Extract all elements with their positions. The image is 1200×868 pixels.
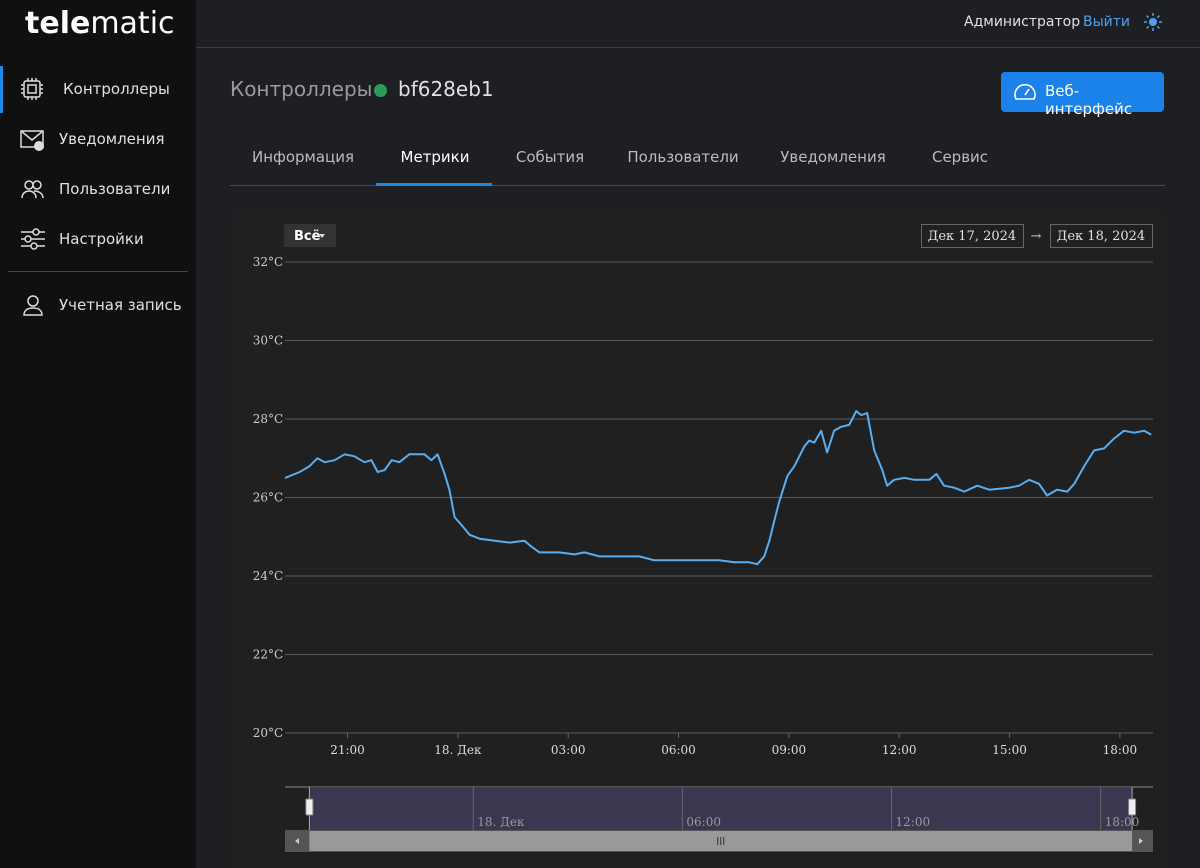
date-arrow: → — [1031, 229, 1042, 244]
y-tick-label: 32°C — [253, 255, 283, 269]
nav-item[interactable]: Учетная запись — [59, 295, 182, 315]
nav-item[interactable]: Настройки — [59, 229, 144, 249]
user-name[interactable]: Администратор — [964, 14, 1080, 30]
icon-gauge — [1013, 81, 1037, 103]
temperature-line — [285, 411, 1151, 564]
range-button-label: Всё — [294, 229, 321, 244]
x-tick-label: 12:00 — [882, 743, 917, 757]
x-tick-label: 21:00 — [330, 743, 365, 757]
nav-item[interactable]: Уведомления — [59, 129, 164, 149]
web-interface-button[interactable]: Веб-интерфейс — [1001, 72, 1164, 112]
logo-light: matic — [90, 6, 174, 41]
icon-settings — [20, 227, 46, 251]
button-label: Веб-интерфейс — [1045, 82, 1164, 118]
y-tick-label: 24°C — [253, 569, 283, 583]
sidebar: telematic Контроллеры Уведомления Пользо… — [0, 0, 196, 868]
x-tick-label: 18. Дек — [434, 743, 482, 757]
header-border — [196, 47, 1200, 48]
navigator-label: 06:00 — [686, 815, 721, 829]
divider — [8, 271, 188, 272]
icon-account — [21, 293, 45, 317]
y-tick-label: 30°C — [253, 334, 283, 348]
tabs-border — [230, 185, 1165, 186]
tab[interactable]: Сервис — [932, 148, 988, 166]
x-tick-label: 06:00 — [661, 743, 696, 757]
icon-users — [20, 177, 46, 201]
breadcrumb[interactable]: Контроллеры — [230, 77, 372, 101]
tab[interactable]: Уведомления — [780, 148, 885, 166]
y-tick-label: 28°C — [253, 412, 283, 426]
tab[interactable]: Информация — [252, 148, 354, 166]
logo[interactable]: telematic — [25, 6, 175, 41]
nav-item[interactable]: Контроллеры — [63, 79, 170, 99]
icon-controller — [20, 77, 44, 101]
theme-toggle[interactable] — [1143, 12, 1163, 32]
x-tick-label: 09:00 — [772, 743, 807, 757]
status-dot — [374, 84, 387, 97]
navigator-label: 12:00 — [896, 815, 931, 829]
date-from: Дек 17, 2024 — [928, 229, 1016, 244]
logout-link[interactable]: Выйти — [1083, 14, 1130, 30]
tab-underline — [376, 183, 492, 186]
icon-mail — [20, 128, 46, 152]
tab-active[interactable]: Метрики — [401, 148, 470, 166]
navigator-label: 18. Дек — [477, 815, 525, 829]
x-tick-label: 03:00 — [551, 743, 586, 757]
tab[interactable]: Пользователи — [627, 148, 738, 166]
device-id: bf628eb1 — [398, 77, 494, 101]
navigator-label: 18:00 — [1105, 815, 1140, 829]
nav-item[interactable]: Пользователи — [59, 179, 170, 199]
active-indicator — [0, 66, 3, 113]
y-tick-label: 26°C — [253, 491, 283, 505]
x-tick-label: 18:00 — [1103, 743, 1138, 757]
chart: Всё Дек 17, 2024 → Дек 18, 2024 20°C 22°C… — [230, 213, 1165, 868]
logo-bold: tele — [25, 6, 90, 41]
tab[interactable]: События — [516, 148, 584, 166]
y-tick-label: 22°C — [253, 648, 283, 662]
y-tick-label: 20°C — [253, 726, 283, 740]
navigator-handle[interactable] — [306, 799, 313, 815]
date-to: Дек 18, 2024 — [1057, 229, 1145, 244]
navigator-handle[interactable] — [1129, 799, 1136, 815]
x-tick-label: 15:00 — [992, 743, 1027, 757]
